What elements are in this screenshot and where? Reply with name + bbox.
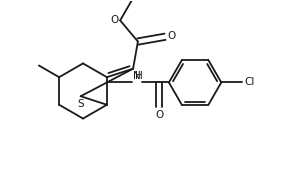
Text: O: O [167, 31, 175, 41]
Text: N: N [133, 71, 140, 81]
Text: O: O [110, 15, 118, 25]
Text: H: H [135, 71, 142, 81]
Text: Cl: Cl [244, 78, 254, 88]
Text: S: S [77, 99, 84, 109]
Text: O: O [155, 110, 163, 120]
